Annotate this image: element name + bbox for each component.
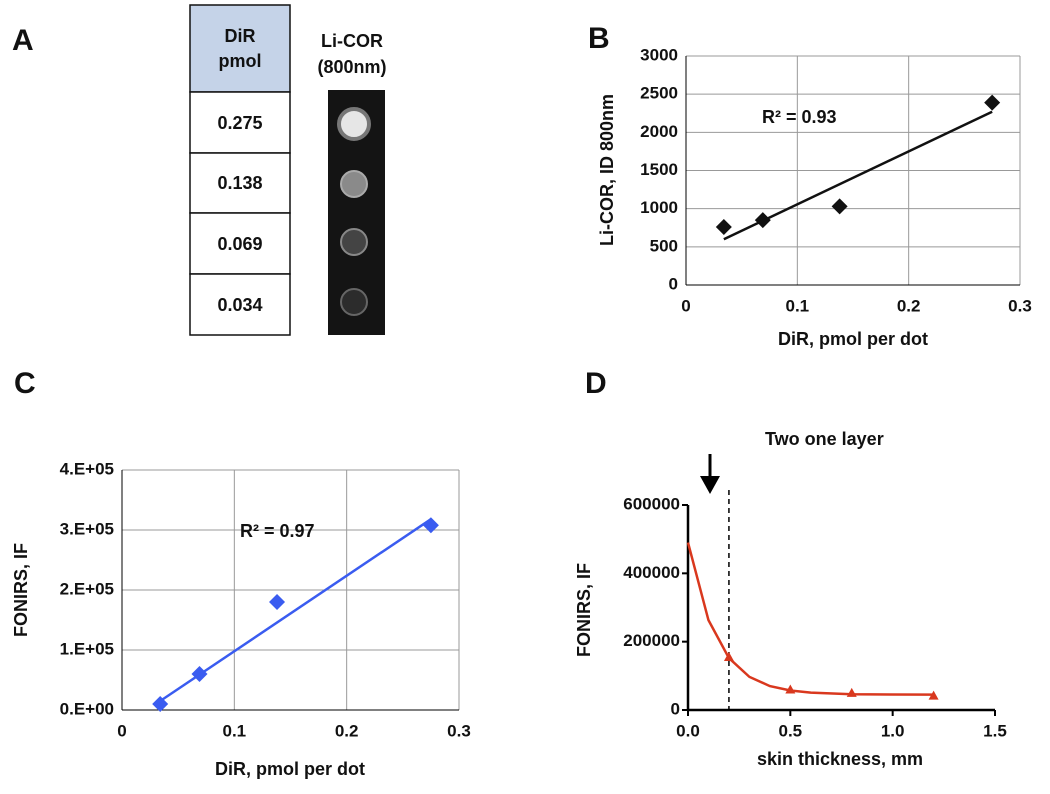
table-header: pmol xyxy=(219,51,262,71)
table-header: DiR xyxy=(225,26,256,46)
y-tick-label: 600000 xyxy=(623,494,680,513)
table-value: 0.275 xyxy=(217,113,262,133)
x-tick-label: 0.0 xyxy=(676,721,700,740)
trend-line xyxy=(159,518,432,703)
panel-label: B xyxy=(588,22,610,55)
x-axis-label: skin thickness, mm xyxy=(757,749,923,769)
annotation: Two one layer xyxy=(765,429,884,449)
dot xyxy=(340,170,368,198)
data-point xyxy=(715,218,732,235)
x-tick-label: 0.3 xyxy=(1008,296,1032,315)
y-tick-label: 400000 xyxy=(623,563,680,582)
y-tick-label: 4.E+05 xyxy=(60,459,114,478)
x-tick-label: 1.0 xyxy=(881,721,905,740)
table-cell xyxy=(189,91,291,154)
panel-label: D xyxy=(585,367,607,400)
dot xyxy=(340,288,368,316)
x-tick-label: 0 xyxy=(117,721,126,740)
table-value: 0.138 xyxy=(217,173,262,193)
y-tick-label: 1000 xyxy=(640,198,678,217)
y-tick-label: 1500 xyxy=(640,160,678,179)
annotation: R² = 0.97 xyxy=(240,521,315,541)
x-tick-label: 0 xyxy=(681,296,690,315)
chart: C FONIRS, IF DiR, pmol per dot 0.E+00 1.E+05… xyxy=(11,367,471,779)
x-tick-label: 0.5 xyxy=(779,721,803,740)
data-point xyxy=(785,684,796,694)
data-point xyxy=(269,594,286,610)
y-tick-label: 200000 xyxy=(623,631,680,650)
y-axis-label: FONIRS, IF xyxy=(11,543,31,637)
table-header-cell xyxy=(189,4,291,93)
table-cell xyxy=(189,152,291,214)
data-point xyxy=(723,652,734,662)
y-tick-label: 3000 xyxy=(640,45,678,64)
chart: D FONIRS, IF skin thickness, mm 0 200000 4000… xyxy=(574,367,1007,769)
x-axis-label: DiR, pmol per dot xyxy=(215,759,365,779)
y-tick-label: 0 xyxy=(669,274,678,293)
x-tick-label: 0.2 xyxy=(897,296,921,315)
data-point xyxy=(928,690,939,700)
y-tick-label: 1.E+05 xyxy=(60,639,114,658)
image-title: Li-COR xyxy=(321,31,383,51)
data-point xyxy=(152,696,169,712)
x-tick-label: 0.3 xyxy=(447,721,471,740)
x-tick-label: 0.1 xyxy=(786,296,810,315)
table-value: 0.034 xyxy=(217,295,262,315)
y-tick-label: 500 xyxy=(650,236,678,255)
y-axis-label: FONIRS, IF xyxy=(574,563,594,657)
data-point xyxy=(984,94,1001,111)
dot xyxy=(340,228,368,256)
panel-label: C xyxy=(14,367,36,400)
x-tick-label: 0.2 xyxy=(335,721,359,740)
chart: B Li-COR, ID 800nm DiR, pmol per dot 0 500 10… xyxy=(588,22,1032,349)
trend-line xyxy=(723,110,993,241)
y-tick-label: 0 xyxy=(671,699,680,718)
data-point xyxy=(831,198,848,215)
arrow-head xyxy=(700,476,720,494)
dot xyxy=(337,107,371,141)
y-tick-label: 0.E+00 xyxy=(60,699,114,718)
y-tick-label: 3.E+05 xyxy=(60,519,114,538)
x-tick-label: 0.1 xyxy=(223,721,247,740)
table-value: 0.069 xyxy=(217,234,262,254)
annotation: R² = 0.93 xyxy=(762,107,837,127)
y-tick-label: 2.E+05 xyxy=(60,579,114,598)
y-axis-label: Li-COR, ID 800nm xyxy=(597,94,617,246)
table-cell xyxy=(189,273,291,336)
data-point xyxy=(846,687,857,697)
trend-line xyxy=(686,542,934,696)
image-title: (800nm) xyxy=(317,57,386,77)
y-tick-label: 2000 xyxy=(640,122,678,141)
panel-a: A DiR pmol 0.275 0.138 0.069 0.034 Li-CO… xyxy=(12,4,387,336)
y-tick-label: 2500 xyxy=(640,84,678,103)
x-axis-label: DiR, pmol per dot xyxy=(778,329,928,349)
panel-label: A xyxy=(12,24,34,57)
x-tick-label: 1.5 xyxy=(983,721,1007,740)
table-cell xyxy=(189,212,291,275)
